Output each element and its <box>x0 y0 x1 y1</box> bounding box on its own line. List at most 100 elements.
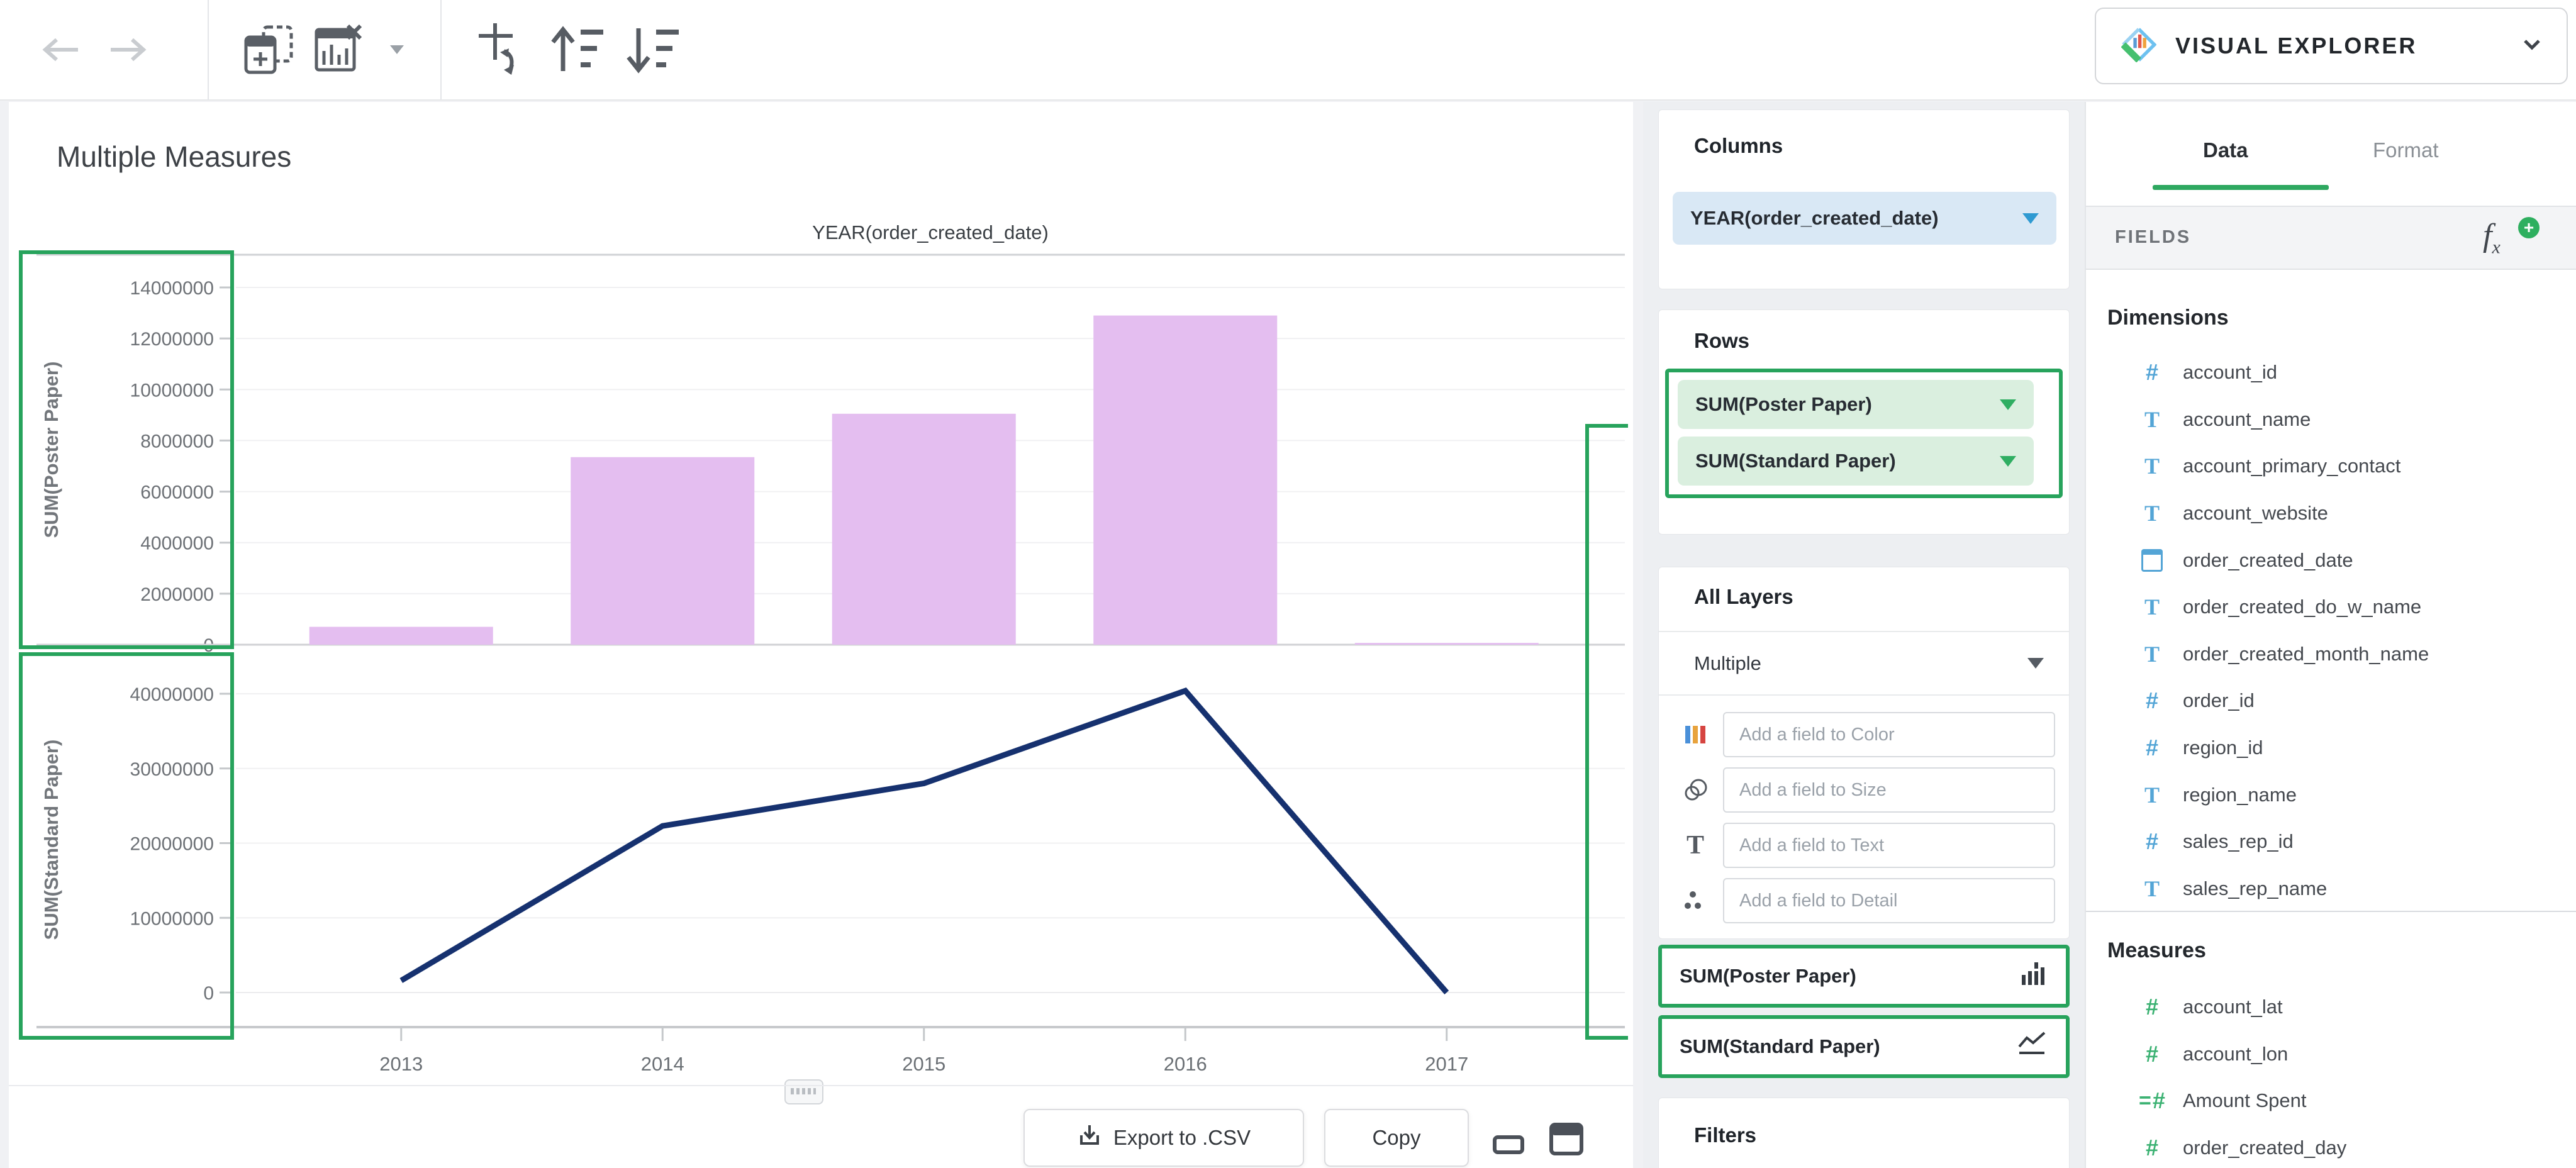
sort-descending-icon[interactable] <box>618 0 687 99</box>
field-item-account-lon[interactable]: # account_lon <box>2134 1031 2568 1078</box>
field-item-sales-rep-id[interactable]: # sales_rep_id <box>2134 818 2568 865</box>
field-item-amount-spent[interactable]: = # Amount Spent <box>2134 1077 2568 1125</box>
bar-2013[interactable] <box>309 626 493 645</box>
number-field-icon: # <box>2145 1040 2159 1067</box>
text-field-input[interactable] <box>1723 823 2055 868</box>
field-item-account-id[interactable]: # account_id <box>2134 349 2568 396</box>
rows-pill-sum-poster-paper[interactable]: SUM(Poster Paper) <box>1678 380 2034 429</box>
field-label: region_id <box>2183 737 2263 759</box>
minimize-view-icon[interactable] <box>1492 1132 1525 1160</box>
footer-divider <box>9 1085 1633 1086</box>
columns-pill-year-order-created-date[interactable]: YEAR(order_created_date) <box>1673 192 2056 245</box>
fields-panel: Data Format FIELDS fx + Dimensions # acco… <box>2085 102 2576 1168</box>
number-field-icon: # <box>2145 994 2159 1020</box>
app-switcher-label: VISUAL EXPLORER <box>2175 33 2417 58</box>
bar-2016[interactable] <box>1093 315 1278 645</box>
chevron-down-icon <box>2523 38 2541 54</box>
text-field-icon: T <box>2144 594 2160 620</box>
swap-axes-icon[interactable] <box>467 0 536 99</box>
new-worksheet-icon[interactable] <box>234 0 303 99</box>
toolbar-separator <box>440 0 442 99</box>
detail-field-input[interactable] <box>1723 878 2055 923</box>
layer-select[interactable]: Multiple <box>1659 631 2069 696</box>
field-label: account_lat <box>2183 996 2283 1018</box>
tab-data[interactable]: Data <box>2203 138 2248 162</box>
size-field-input[interactable] <box>1723 767 2055 813</box>
fields-header-bar: FIELDS fx + <box>2086 206 2576 270</box>
all-layers-title: All Layers <box>1694 585 1793 608</box>
field-item-order-created-day[interactable]: # order_created_day <box>2134 1125 2568 1168</box>
redo-forward-icon[interactable] <box>99 0 156 99</box>
field-item-region-id[interactable]: # region_id <box>2134 725 2568 772</box>
standard-y-tick-label: 10000000 <box>130 908 214 929</box>
standard-y-tick-label: 30000000 <box>130 759 214 780</box>
annotation-highlight-poster-axis <box>19 250 234 649</box>
export-csv-button[interactable]: Export to .CSV <box>1023 1109 1304 1167</box>
clear-chart-icon[interactable] <box>309 0 379 99</box>
color-marks-icon <box>1676 707 1714 762</box>
clear-chart-dropdown-caret-icon[interactable] <box>375 0 404 99</box>
add-calculated-field-button[interactable]: fx + <box>2483 217 2540 261</box>
download-icon <box>1077 1123 1102 1153</box>
worksheet-canvas <box>9 102 1633 1168</box>
pill-label: YEAR(order_created_date) <box>1690 207 1939 229</box>
rows-shelf-title: Rows <box>1694 329 1750 352</box>
number-field-icon: # <box>2145 1135 2159 1161</box>
undo-back-icon[interactable] <box>33 0 89 99</box>
number-field-icon: # <box>2145 828 2159 855</box>
x-tick-label: 2015 <box>902 1053 945 1075</box>
field-item-order-created-date[interactable]: order_created_date <box>2134 537 2568 584</box>
pill-dropdown-caret-icon[interactable] <box>2000 399 2016 410</box>
copy-label: Copy <box>1372 1126 1421 1149</box>
bar-chart-icon[interactable] <box>2018 959 2048 994</box>
poster-y-tick-label: 10000000 <box>130 380 214 401</box>
columns-axis-header[interactable]: YEAR(order_created_date) <box>812 221 1049 243</box>
export-csv-label: Export to .CSV <box>1113 1126 1251 1149</box>
color-field-input[interactable] <box>1723 712 2055 757</box>
rows-shelf: Rows SUM(Poster Paper) SUM(Standard Pape… <box>1658 309 2070 535</box>
pill-dropdown-caret-icon[interactable] <box>2000 455 2016 467</box>
field-item-account-lat[interactable]: # account_lat <box>2134 984 2568 1031</box>
visual-explorer-app-switcher[interactable]: VISUAL EXPLORER <box>2095 8 2568 84</box>
field-label: account_lon <box>2183 1042 2289 1065</box>
bar-2015[interactable] <box>832 413 1016 645</box>
x-tick-label: 2017 <box>1425 1053 1468 1075</box>
line-series-standard-paper[interactable] <box>399 687 1449 994</box>
bar-2017[interactable] <box>1354 643 1539 645</box>
copy-button[interactable]: Copy <box>1324 1109 1469 1167</box>
field-item-order-id[interactable]: # order_id <box>2134 677 2568 725</box>
layer-row-sum-poster-paper[interactable]: SUM(Poster Paper) <box>1658 945 2070 1008</box>
chart-resize-grip[interactable] <box>784 1079 823 1104</box>
tab-format[interactable]: Format <box>2373 138 2439 162</box>
all-layers-card: All Layers Multiple <box>1658 567 2070 939</box>
poster-y-tick-label: 14000000 <box>130 278 214 299</box>
layer-select-value: Multiple <box>1694 652 1761 674</box>
pill-label: SUM(Poster Paper) <box>1695 393 1872 415</box>
sort-ascending-icon[interactable] <box>542 0 611 99</box>
text-field-icon: T <box>2144 501 2160 526</box>
chart-canvas[interactable]: 0 2000000 4000000 6000000 8000000 10000000 120… <box>0 0 1641 1168</box>
layer-row-sum-standard-paper[interactable]: SUM(Standard Paper) <box>1658 1015 2070 1078</box>
size-marks-icon <box>1676 762 1714 818</box>
toolbar-separator <box>208 0 209 99</box>
bar-2014[interactable] <box>571 457 755 645</box>
line-chart-icon[interactable] <box>2016 1030 2048 1063</box>
color-mark-shelf <box>1659 707 2069 762</box>
text-field-icon: T <box>2144 406 2160 432</box>
worksheet-title[interactable]: Multiple Measures <box>57 140 292 173</box>
maximize-view-icon[interactable] <box>1549 1122 1584 1160</box>
number-field-icon: = # <box>2139 1087 2165 1114</box>
dimensions-section-header: Dimensions <box>2107 306 2229 330</box>
active-tab-underline <box>2153 185 2329 190</box>
detail-marks-icon <box>1676 873 1714 928</box>
pill-dropdown-caret-icon[interactable] <box>2022 213 2039 224</box>
rows-pill-sum-standard-paper[interactable]: SUM(Standard Paper) <box>1678 437 2034 486</box>
